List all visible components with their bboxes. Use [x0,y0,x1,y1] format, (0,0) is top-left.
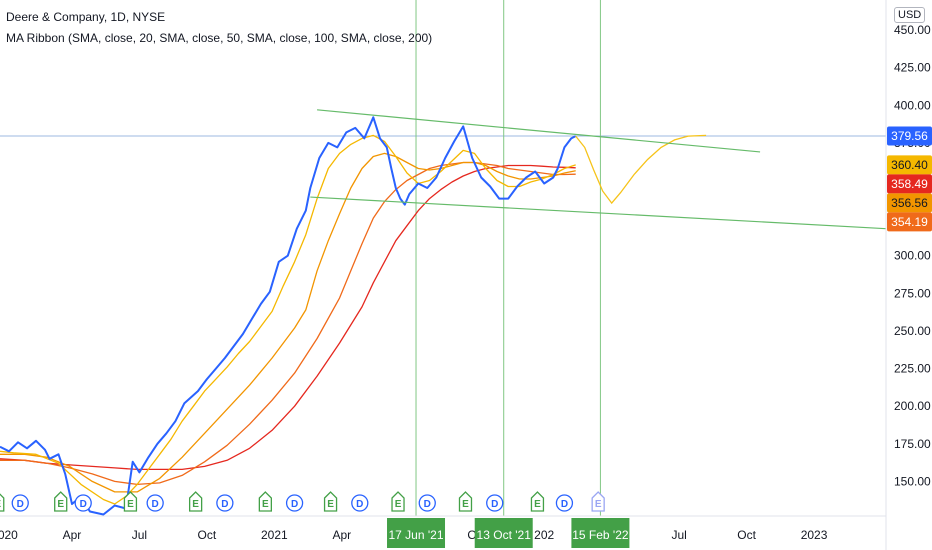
dividend-marker[interactable]: D [146,494,164,512]
y-tick-label: 400.00 [894,98,931,112]
y-tick-label: 425.00 [894,61,931,75]
dividend-marker[interactable]: D [11,494,29,512]
event-letter: D [221,499,228,510]
trendline [317,109,761,153]
grid-layer [0,0,886,516]
date-label-bg [571,518,630,548]
earnings-marker[interactable]: E [323,491,338,512]
dividend-marker[interactable]: D [486,494,504,512]
event-letter: D [291,499,298,510]
series-layer [0,116,577,516]
price-label-bg [887,193,932,213]
event-letter: D [80,499,87,510]
earnings-marker[interactable]: E [0,492,5,512]
event-letter: E [262,499,269,510]
event-letter: D [491,499,498,510]
dividend-marker[interactable]: D [74,494,92,512]
event-letter: E [57,499,64,510]
earnings-marker[interactable]: E [530,491,545,512]
event-letter: E [192,499,199,510]
price-label-bg [887,155,932,175]
x-tick-label: 2020 [0,528,18,542]
sma100-line [0,161,576,486]
y-tick-label: 250.00 [894,324,931,338]
event-letter: D [152,499,159,510]
earnings-marker[interactable]: E [591,491,605,512]
date-label: 13 Oct '21 [477,528,532,542]
sma50-line [0,152,576,493]
dividend-marker[interactable]: D [555,494,574,512]
date-label: 15 Feb '22 [572,528,629,542]
y-tick-label: 200.00 [894,399,931,413]
x-tick-label: Jul [671,528,686,542]
earnings-marker[interactable]: E [258,491,272,512]
y-tick-label: 275.00 [894,286,931,300]
x-tick-label: 2023 [801,528,828,542]
event-letter: D [424,499,431,510]
event-letter: E [327,499,334,510]
earnings-marker[interactable]: E [391,491,405,512]
y-tick-label: 150.00 [894,474,931,488]
sma100-price-label: 354.19 [891,215,928,229]
event-letter: E [595,499,602,510]
earnings-marker[interactable]: E [458,491,473,512]
dividend-marker[interactable]: D [418,494,436,512]
sma20-line [0,134,576,505]
x-tick-label: Apr [63,528,82,542]
trendline [310,196,887,230]
y-tick-label: 450.00 [894,23,931,37]
dividend-marker[interactable]: D [216,494,234,512]
sma20-price-label: 360.40 [891,158,928,172]
event-letter: E [395,499,402,510]
sma200-line [0,164,576,471]
events-layer[interactable]: EDEDEDEDEDEDEDEDEDE [0,491,605,512]
price-price-label: 379.56 [891,129,928,143]
dividend-marker[interactable]: D [351,494,369,512]
event-letter: E [0,499,1,510]
y-tick-label: 300.00 [894,249,931,263]
earnings-marker[interactable]: E [123,491,138,512]
x-tick-label: Oct [198,528,217,542]
projection-path [575,134,707,205]
event-letter: D [561,499,568,510]
dividend-marker[interactable]: D [285,494,304,512]
earnings-marker[interactable]: E [188,491,203,512]
event-letter: E [534,499,541,510]
price-label-bg [887,174,932,194]
currency-selector[interactable]: USD [894,7,926,23]
price-line [0,116,577,516]
earnings-marker[interactable]: E [54,491,68,512]
event-letter: D [17,499,24,510]
x-tick-label: 2021 [261,528,288,542]
price-label-bg [887,212,932,232]
sma200-price-label: 358.49 [891,177,928,191]
x-tick-label: Jul [132,528,147,542]
y-tick-label: 175.00 [894,437,931,451]
date-label: 17 Jun '21 [389,528,444,542]
price-label-bg [887,126,932,146]
x-tick-label: Oct [737,528,756,542]
date-label-bg [387,518,446,548]
event-letter: E [127,499,134,510]
date-label-bg [474,518,533,548]
sma50-price-label: 356.56 [891,196,928,210]
drawings-layer [310,109,887,230]
y-tick-label: 225.00 [894,362,931,376]
x-tick-label: Apr [332,528,351,542]
event-letter: D [356,499,363,510]
event-letter: E [462,499,469,510]
x-tick-label: 202 [534,528,554,542]
chart-title: Deere & Company, 1D, NYSE [6,10,166,24]
study-legend: MA Ribbon (SMA, close, 20, SMA, close, 5… [6,31,433,45]
